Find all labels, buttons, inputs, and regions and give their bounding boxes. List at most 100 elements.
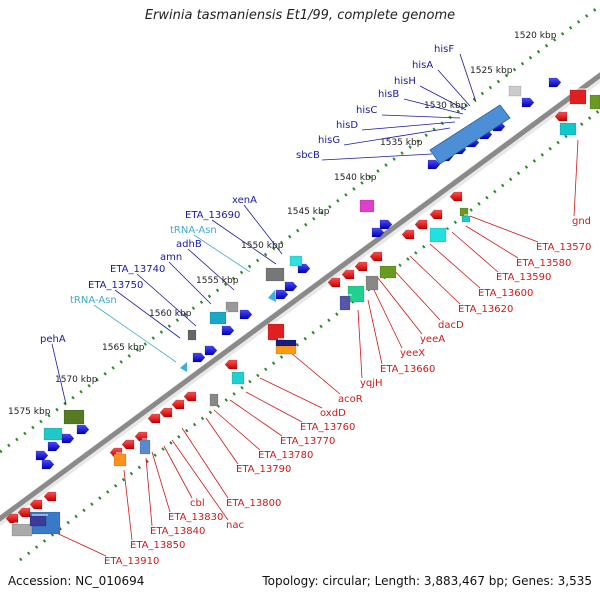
- forward-gene: [41, 459, 55, 470]
- label-leader: [181, 427, 229, 499]
- gene-block-red: [569, 88, 588, 105]
- gene-block-gray: [365, 274, 380, 291]
- gene-label: pehA: [40, 334, 66, 345]
- forward-gene: [76, 424, 90, 435]
- reverse-gene: [369, 251, 383, 262]
- label-leader: [259, 377, 323, 409]
- label-leader: [151, 451, 171, 513]
- gene-label: hisD: [336, 120, 358, 131]
- reverse-gene: [171, 399, 185, 410]
- label-leader: [211, 219, 277, 265]
- reverse-gene: [224, 359, 238, 370]
- reverse-gene: [17, 507, 31, 518]
- label-leader: [377, 277, 423, 335]
- label-leader: [168, 261, 212, 305]
- reverse-gene: [354, 261, 368, 272]
- reverse-gene: [341, 269, 355, 280]
- reverse-gene: [449, 191, 463, 202]
- gene-label: yqjH: [360, 378, 383, 389]
- label-layer: 1520 kbp 1525 kbp 1530 kbp 1535 kbp 1540 kbp…: [8, 31, 591, 567]
- gene-label: ETA_13780: [258, 450, 313, 461]
- gene-label: ETA_13750: [88, 280, 143, 291]
- label-leader: [145, 457, 153, 527]
- label-leader: [205, 417, 239, 465]
- gene-label: ETA_13600: [478, 288, 533, 299]
- gene-block-gray: [225, 300, 240, 313]
- forward-gene: [204, 345, 218, 356]
- gene-label: yeeA: [420, 334, 445, 345]
- gene-block-cyan: [43, 426, 64, 441]
- gene-block-green: [347, 284, 366, 303]
- label-leader: [419, 85, 467, 111]
- label-leader: [49, 529, 107, 557]
- gene-block-olive: [63, 408, 86, 425]
- label-leader: [123, 469, 133, 541]
- forward-gene: [371, 227, 385, 238]
- gene-block-darkgray: [265, 266, 286, 282]
- gene-block-gray: [508, 84, 523, 97]
- forward-gene: [427, 159, 441, 170]
- label-leader: [381, 114, 461, 119]
- reverse-gene: [5, 513, 19, 524]
- gene-block-navy: [339, 294, 352, 311]
- kbp-tick-label: 1530 kbp: [424, 101, 467, 111]
- gene-label: ETA_13590: [496, 272, 551, 283]
- forward-gene: [548, 77, 562, 88]
- gene-label: hisF: [434, 44, 454, 55]
- label-leader: [409, 255, 461, 305]
- gene-label: ETA_13660: [380, 364, 435, 375]
- reverse-gene: [429, 209, 443, 220]
- gene-block-cyan: [231, 370, 246, 385]
- label-leader: [321, 153, 433, 161]
- label-leader: [357, 309, 363, 379]
- gene-block-navy: [275, 338, 298, 347]
- gene-block-cyan: [289, 254, 304, 267]
- label-leader: [51, 343, 67, 405]
- kbp-tick-label: 1525 kbp: [470, 66, 513, 76]
- gene-label: dacD: [438, 320, 464, 331]
- trna-marker: [180, 362, 187, 372]
- gene-label: ETA_13830: [168, 512, 223, 523]
- kbp-tick-label: 1535 kbp: [380, 138, 423, 148]
- label-leader: [163, 445, 193, 499]
- forward-gene: [521, 97, 535, 108]
- label-leader: [213, 409, 261, 451]
- gene-block-cyan: [559, 121, 578, 136]
- forward-gene: [47, 441, 61, 452]
- label-leader: [187, 248, 235, 291]
- backbone-layer: [0, 71, 600, 527]
- reverse-gene: [147, 413, 161, 424]
- reverse-gene: [121, 439, 135, 450]
- reverse-gene: [43, 491, 57, 502]
- forward-gene: [297, 263, 311, 274]
- kbp-tick-label: 1575 kbp: [8, 407, 51, 417]
- kbp-tick-label: 1545 kbp: [287, 207, 330, 217]
- gene-label: ETA_13740: [110, 264, 165, 275]
- gene-label: acoR: [338, 394, 363, 405]
- kbp-tick-label: 1570 kbp: [55, 375, 98, 385]
- kbp-tick-label: 1520 kbp: [514, 31, 557, 41]
- label-leader: [573, 139, 579, 217]
- label-leader: [343, 127, 451, 146]
- gene-label: ETA_13770: [280, 436, 335, 447]
- label-leader: [429, 243, 481, 289]
- gene-block-steel: [139, 438, 152, 455]
- gene-label: cbl: [190, 498, 205, 509]
- gene-label: ETA_13910: [104, 556, 159, 567]
- forward-gene: [284, 281, 298, 292]
- gene-block-gray: [209, 392, 220, 407]
- kbp-tick-label: 1540 kbp: [334, 173, 377, 183]
- forward-gene: [275, 289, 289, 300]
- gene-block-gray: [11, 522, 34, 537]
- gene-label: tRNA-Asn: [70, 295, 117, 306]
- reverse-gene: [183, 391, 197, 402]
- kbp-tick-label: 1560 kbp: [149, 309, 192, 319]
- gene-block-teal: [209, 310, 228, 325]
- gene-label: adhB: [176, 239, 202, 250]
- gene-label: hisH: [394, 76, 416, 87]
- gene-block-cyan: [429, 226, 448, 243]
- label-leader: [114, 289, 181, 339]
- forward-gene: [61, 433, 75, 444]
- label-leader: [93, 304, 177, 363]
- forward-gene: [192, 352, 206, 363]
